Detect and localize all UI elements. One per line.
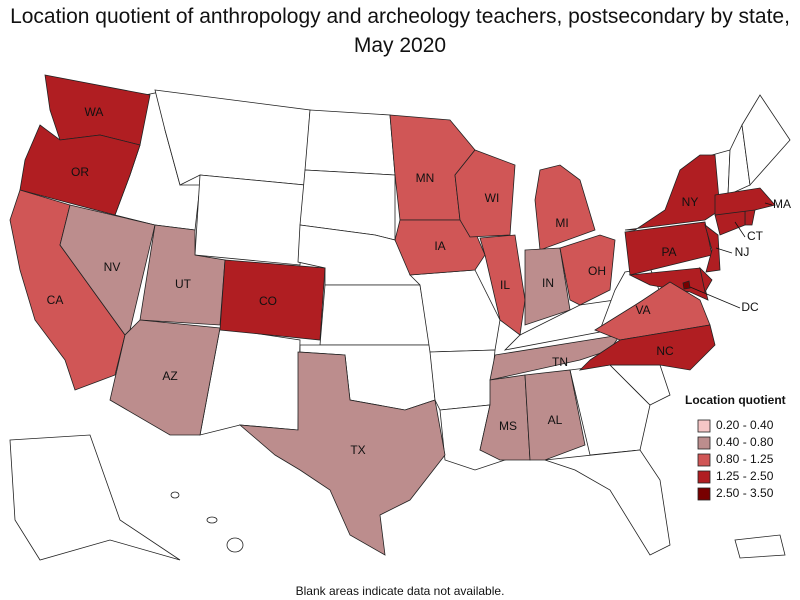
state-label: AL — [548, 413, 563, 427]
state-label: NY — [682, 195, 699, 209]
no-data-states — [9, 89, 791, 561]
legend-swatch — [697, 419, 711, 433]
territory-shape — [734, 534, 786, 559]
state-shape — [9, 434, 181, 561]
state-shape — [704, 223, 721, 273]
state-shape — [154, 89, 311, 186]
state-shape — [429, 349, 496, 411]
state-label: OR — [71, 165, 89, 179]
state-label: WI — [485, 191, 500, 205]
state-label: PA — [661, 245, 676, 259]
state-label: IA — [434, 239, 445, 253]
state-shape — [682, 280, 691, 290]
legend-swatch — [697, 470, 711, 484]
state-shape — [226, 537, 244, 553]
state-label: TN — [552, 355, 568, 369]
footnote: Blank areas indicate data not available. — [295, 584, 505, 598]
legend-label: 0.40 - 0.80 — [716, 435, 774, 449]
state-shape — [194, 174, 306, 266]
legend-label: 2.50 - 3.50 — [716, 486, 774, 500]
legend-swatch — [697, 436, 711, 450]
state-label: IL — [500, 278, 510, 292]
state-label: UT — [175, 277, 192, 291]
state-shape — [304, 109, 396, 176]
state-shape — [714, 187, 776, 216]
state-label: CA — [47, 293, 64, 307]
state-label: NC — [656, 344, 674, 358]
state-label: WA — [85, 105, 104, 119]
state-label: IN — [542, 276, 554, 290]
state-label: MS — [499, 419, 517, 433]
state-shape — [206, 516, 218, 524]
state-shape — [544, 449, 671, 556]
state-shape — [524, 247, 571, 326]
state-shape — [19, 124, 141, 216]
legend-title: Location quotient — [685, 393, 786, 407]
legend-label: 1.25 - 2.50 — [716, 469, 774, 483]
leader-line — [764, 202, 773, 206]
state-shape — [524, 369, 586, 461]
state-shape — [578, 324, 716, 371]
state-label: CT — [747, 229, 764, 243]
state-shape — [534, 164, 596, 251]
state-shape — [559, 234, 616, 306]
state-shape — [479, 234, 526, 336]
legend-swatch — [697, 487, 711, 501]
state-label: NV — [104, 260, 121, 274]
state-label: VA — [635, 303, 650, 317]
state-label: MN — [416, 171, 435, 185]
state-shape — [744, 209, 756, 226]
state-label: NJ — [735, 245, 750, 259]
state-shape — [699, 266, 713, 294]
state-shape — [741, 94, 791, 186]
leader-line — [715, 247, 733, 254]
state-label: AZ — [162, 369, 177, 383]
state-shape — [489, 334, 621, 381]
legend-label: 0.80 - 1.25 — [716, 452, 774, 466]
state-shape — [238, 351, 446, 556]
legend-label: 0.20 - 0.40 — [716, 418, 774, 432]
state-shape — [454, 149, 516, 238]
state-label: MA — [773, 197, 791, 211]
state-label: TX — [350, 443, 365, 457]
state-shape — [170, 491, 180, 499]
legend: Location quotient 0.20 - 0.40 0.40 - 0.80… — [685, 393, 786, 501]
leader-line — [734, 221, 746, 238]
state-label: DC — [741, 300, 759, 314]
leader-line — [689, 286, 741, 309]
state-label: OH — [588, 264, 606, 278]
state-shape — [624, 154, 721, 231]
legend-swatch — [697, 453, 711, 467]
state-label: MI — [555, 216, 568, 230]
state-shape — [319, 284, 431, 346]
state-label: CO — [259, 294, 277, 308]
map-title: Location quotient of anthropology and ar… — [10, 5, 790, 57]
state-shape — [219, 259, 326, 341]
